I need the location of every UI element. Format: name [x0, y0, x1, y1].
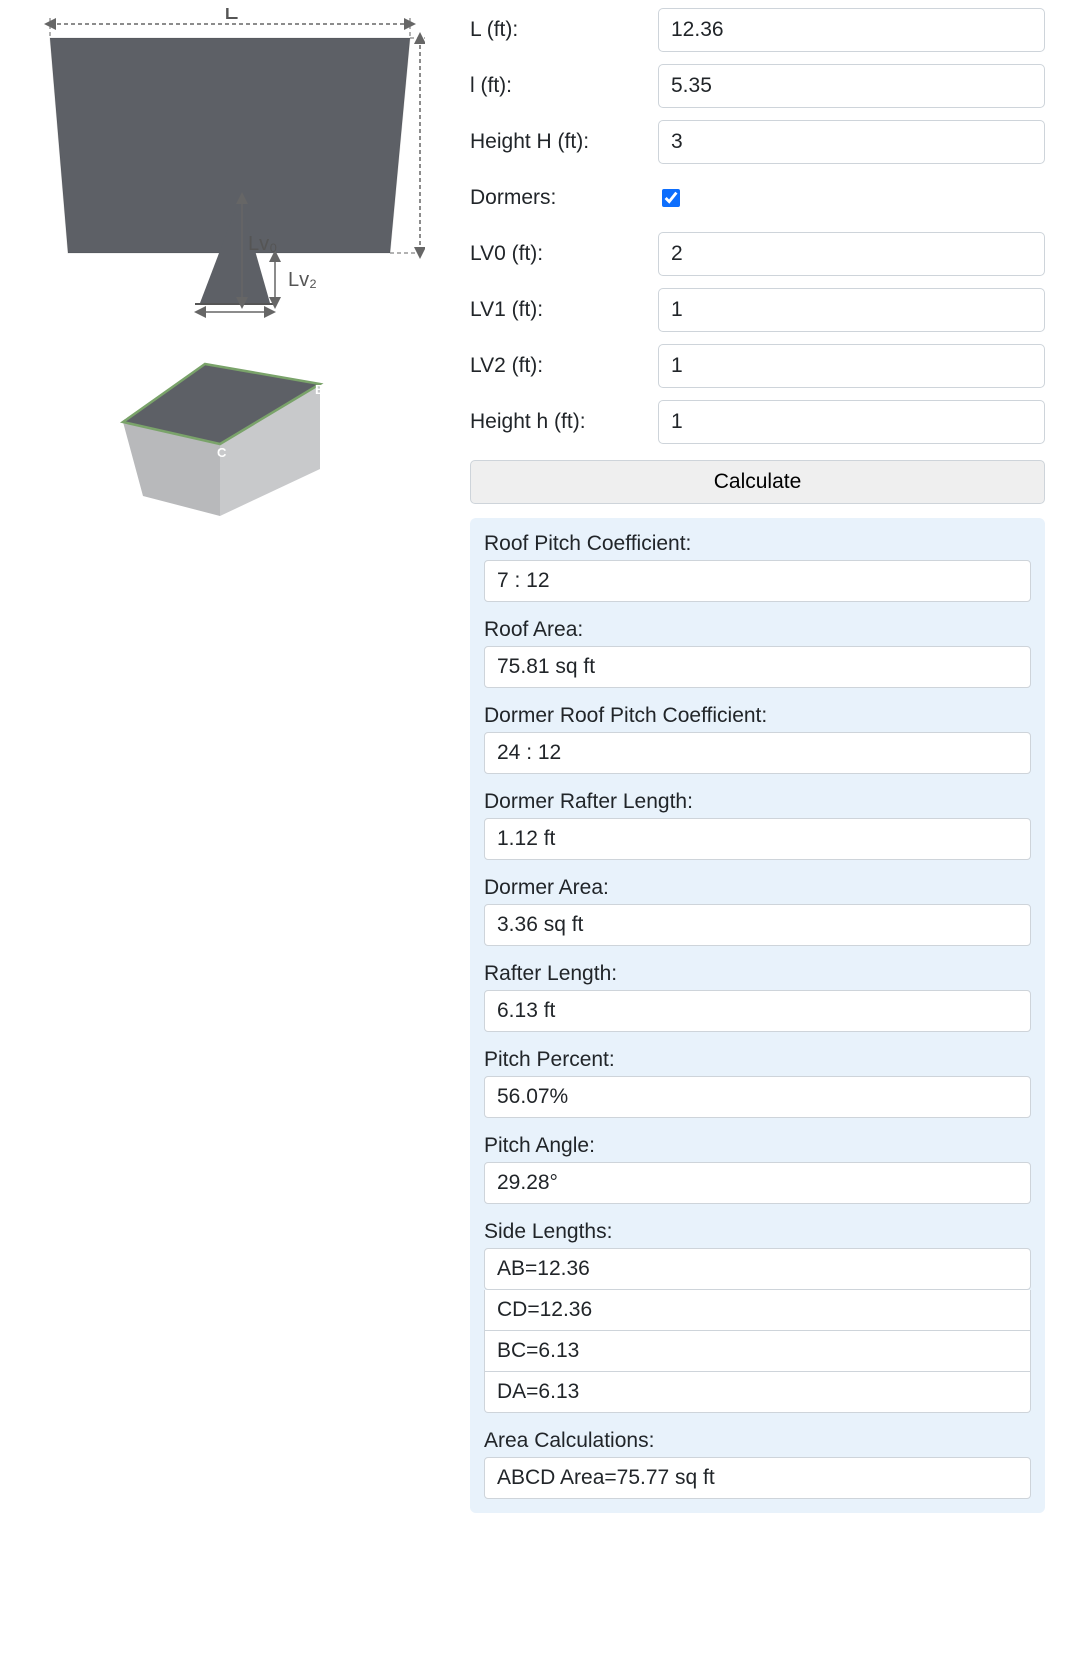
vertex-A: A — [205, 354, 215, 365]
calculate-button[interactable]: Calculate — [470, 460, 1045, 504]
result-value-8-2: BC=6.13 — [484, 1331, 1031, 1372]
result-block-4: Dormer Area: 3.36 sq ft — [484, 876, 1031, 946]
result-value-0-0: 7 : 12 — [484, 560, 1031, 602]
result-value-6-0: 56.07% — [484, 1076, 1031, 1118]
result-block-0: Roof Pitch Coefficient: 7 : 12 — [484, 532, 1031, 602]
vertex-C: C — [217, 445, 227, 460]
Lv2-label: Lv₂ — [288, 269, 317, 291]
result-value-4-0: 3.36 sq ft — [484, 904, 1031, 946]
result-block-1: Roof Area: 75.81 sq ft — [484, 618, 1031, 688]
input-LV1[interactable] — [658, 288, 1045, 332]
label-L: L (ft): — [470, 18, 658, 42]
label-LV0: LV0 (ft): — [470, 242, 658, 266]
roof-diagram-3d: A B C D — [115, 354, 335, 535]
label-H: Height H (ft): — [470, 130, 658, 154]
result-label-5: Rafter Length: — [484, 962, 1031, 986]
L-label: L — [224, 8, 238, 25]
result-block-3: Dormer Rafter Length: 1.12 ft — [484, 790, 1031, 860]
result-value-1-0: 75.81 sq ft — [484, 646, 1031, 688]
result-value-8-1: CD=12.36 — [484, 1290, 1031, 1331]
result-label-1: Roof Area: — [484, 618, 1031, 642]
result-label-8: Side Lengths: — [484, 1220, 1031, 1244]
result-label-0: Roof Pitch Coefficient: — [484, 532, 1031, 556]
result-block-8: Side Lengths: AB=12.36CD=12.36BC=6.13DA=6… — [484, 1220, 1031, 1413]
result-label-2: Dormer Roof Pitch Coefficient: — [484, 704, 1031, 728]
result-value-9-0: ABCD Area=75.77 sq ft — [484, 1457, 1031, 1499]
form-row-H: Height H (ft): — [470, 120, 1045, 164]
results-panel: Roof Pitch Coefficient: 7 : 12 Roof Area: 7… — [470, 518, 1045, 1513]
result-block-2: Dormer Roof Pitch Coefficient: 24 : 12 — [484, 704, 1031, 774]
result-label-4: Dormer Area: — [484, 876, 1031, 900]
input-h[interactable] — [658, 400, 1045, 444]
result-value-2-0: 24 : 12 — [484, 732, 1031, 774]
input-l[interactable] — [658, 64, 1045, 108]
input-dor[interactable] — [662, 189, 680, 207]
input-H[interactable] — [658, 120, 1045, 164]
result-value-8-0: AB=12.36 — [484, 1248, 1031, 1290]
form-row-l: l (ft): — [470, 64, 1045, 108]
label-LV1: LV1 (ft): — [470, 298, 658, 322]
result-block-6: Pitch Percent: 56.07% — [484, 1048, 1031, 1118]
result-value-5-0: 6.13 ft — [484, 990, 1031, 1032]
form-row-L: L (ft): — [470, 8, 1045, 52]
result-label-7: Pitch Angle: — [484, 1134, 1031, 1158]
input-LV0[interactable] — [658, 232, 1045, 276]
result-label-6: Pitch Percent: — [484, 1048, 1031, 1072]
label-l: l (ft): — [470, 74, 658, 98]
vertex-D: D — [119, 407, 128, 422]
label-h: Height h (ft): — [470, 410, 658, 434]
input-LV2[interactable] — [658, 344, 1045, 388]
form-row-dor: Dormers: — [470, 176, 1045, 220]
roof-diagram-top: LlLv₀Lv₂Lv₁ — [10, 8, 425, 324]
label-LV2: LV2 (ft): — [470, 354, 658, 378]
result-label-9: Area Calculations: — [484, 1429, 1031, 1453]
form-row-LV0: LV0 (ft): — [470, 232, 1045, 276]
result-label-3: Dormer Rafter Length: — [484, 790, 1031, 814]
form-row-LV2: LV2 (ft): — [470, 344, 1045, 388]
Lv1-label: Lv₁ — [215, 317, 243, 318]
form-row-LV1: LV1 (ft): — [470, 288, 1045, 332]
result-block-9: Area Calculations: ABCD Area=75.77 sq ft — [484, 1429, 1031, 1499]
result-value-8-3: DA=6.13 — [484, 1372, 1031, 1413]
result-value-7-0: 29.28° — [484, 1162, 1031, 1204]
input-L[interactable] — [658, 8, 1045, 52]
vertex-B: B — [315, 382, 324, 397]
form-row-h: Height h (ft): — [470, 400, 1045, 444]
label-dor: Dormers: — [470, 186, 658, 210]
result-block-7: Pitch Angle: 29.28° — [484, 1134, 1031, 1204]
result-block-5: Rafter Length: 6.13 ft — [484, 962, 1031, 1032]
result-value-3-0: 1.12 ft — [484, 818, 1031, 860]
Lv0-label: Lv₀ — [248, 233, 277, 255]
